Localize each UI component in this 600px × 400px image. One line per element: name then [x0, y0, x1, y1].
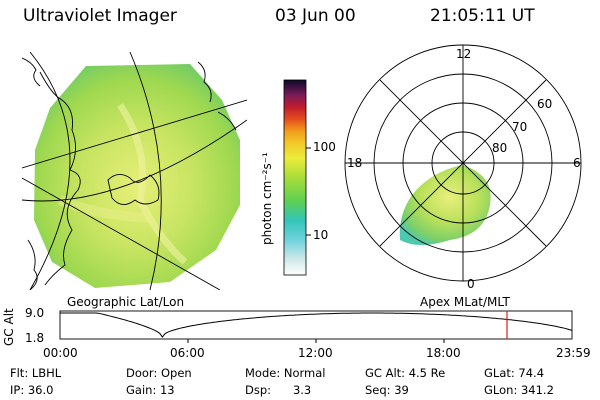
mlt-label-12: 12	[456, 47, 472, 61]
mlat-label-70: 70	[512, 120, 528, 134]
altitude-axis-label: GC Alt	[2, 308, 16, 346]
info-dsp: Dsp: 3.3	[245, 383, 312, 397]
polar-panel-label: Apex MLat/MLT	[420, 295, 510, 309]
time-tick-3: 18:00	[426, 346, 461, 360]
time-tick-1: 06:00	[170, 346, 205, 360]
mlt-label-18: 18	[347, 156, 363, 170]
time-label: 21:05:11 UT	[430, 6, 535, 26]
colorbar-tick-100: 100	[313, 140, 336, 154]
info-seq: Seq: 39	[365, 383, 409, 397]
colorbar-unit-label: photon cm⁻²s⁻¹	[260, 152, 274, 245]
info-glat: GLat: 74.4	[484, 366, 545, 380]
info-filter: Flt: LBHL	[10, 366, 62, 380]
mlat-label-80: 80	[492, 141, 508, 155]
altitude-ymin: 1.8	[25, 331, 45, 345]
info-mode: Mode: Normal	[245, 366, 326, 380]
info-door: Door: Open	[126, 366, 192, 380]
mlt-label-6: 6	[573, 156, 581, 170]
info-gc-alt: GC Alt: 4.5 Re	[365, 366, 446, 380]
info-gain: Gain: 13	[126, 383, 175, 397]
geographic-panel-label: Geographic Lat/Lon	[67, 295, 185, 309]
altitude-plot	[59, 310, 573, 343]
mlat-label-60: 60	[537, 97, 553, 111]
altitude-ymax: 9.0	[25, 306, 45, 320]
colorbar	[283, 79, 307, 276]
mlt-label-0: 0	[467, 277, 475, 291]
time-tick-2: 12:00	[298, 346, 333, 360]
info-glon: GLon: 341.2	[484, 383, 554, 397]
app-title: Ultraviolet Imager	[23, 6, 177, 26]
time-tick-0: 00:00	[43, 346, 78, 360]
colorbar-tick-10: 10	[313, 228, 329, 242]
date-label: 03 Jun 00	[275, 6, 356, 26]
polar-plot	[344, 44, 582, 282]
time-tick-4: 23:59	[556, 346, 591, 360]
info-ip: IP: 36.0	[10, 383, 54, 397]
geographic-image	[22, 52, 247, 290]
